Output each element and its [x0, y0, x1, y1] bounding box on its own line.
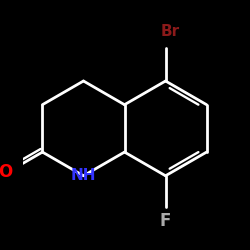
Text: O: O: [0, 163, 12, 181]
Text: NH: NH: [71, 168, 96, 183]
Text: F: F: [160, 212, 171, 230]
Text: Br: Br: [160, 24, 180, 39]
